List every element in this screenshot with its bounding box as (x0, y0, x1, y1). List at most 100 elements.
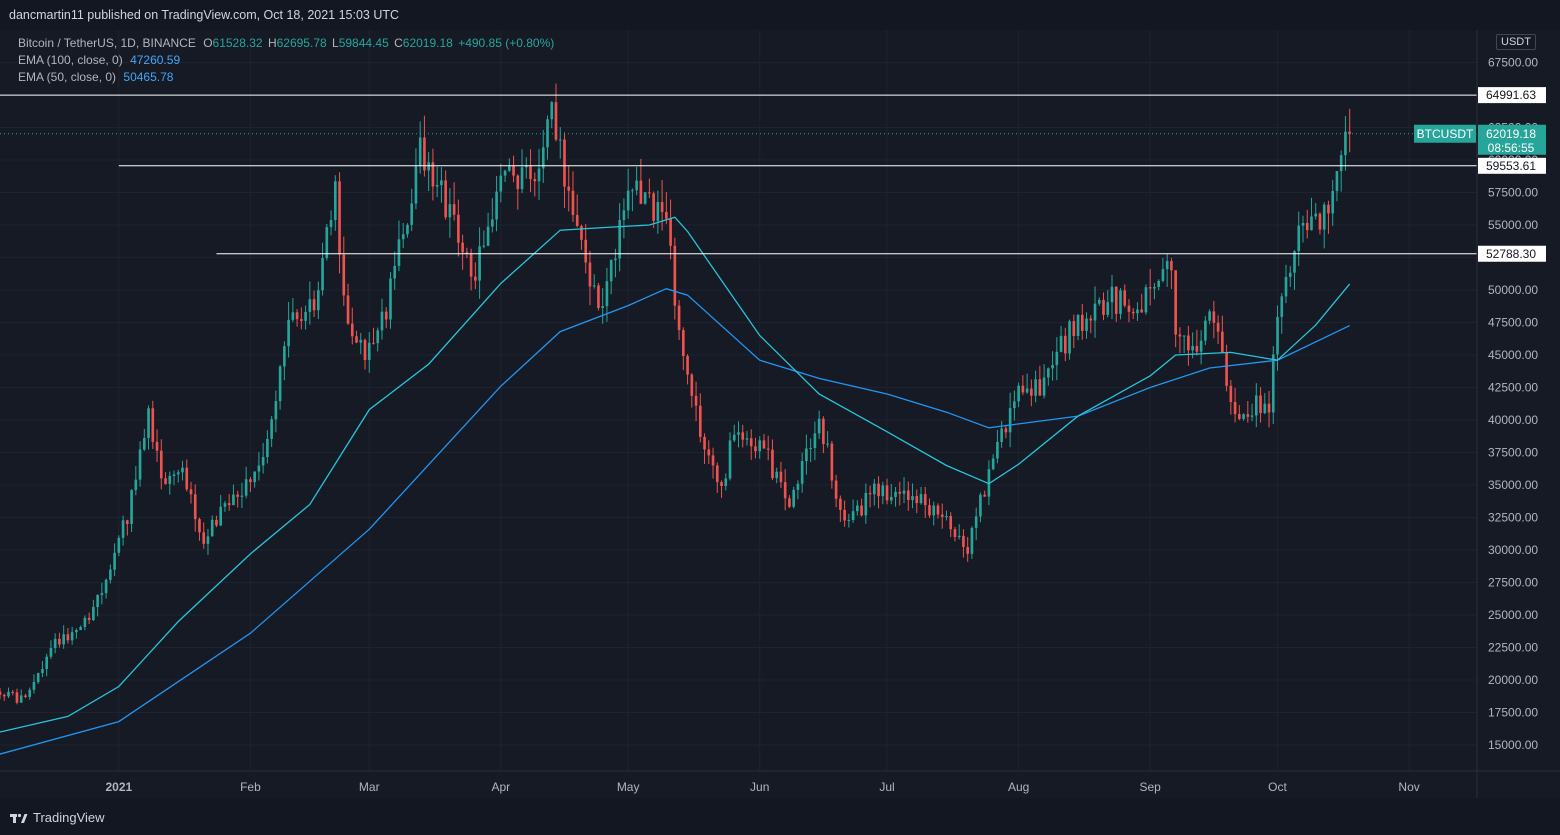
candle (117, 535, 121, 557)
candle-body (138, 449, 142, 480)
ema100-label[interactable]: EMA (100, close, 0) (18, 53, 123, 67)
candle (389, 272, 392, 329)
candle (1288, 266, 1292, 287)
candle-body (1063, 335, 1067, 354)
ema50-label[interactable]: EMA (50, close, 0) (18, 70, 117, 84)
candle (346, 283, 350, 325)
candle (444, 170, 447, 220)
candle-body (261, 457, 265, 466)
candle (1327, 200, 1330, 234)
y-tick-label: 50000.00 (1488, 283, 1538, 297)
symbol-name[interactable]: Bitcoin / TetherUS, 1D, BINANCE (18, 36, 196, 50)
candle-body (605, 281, 609, 307)
legend-ema100-row: EMA (100, close, 0) 47260.59 (18, 52, 554, 69)
candle-body (788, 498, 791, 507)
candle (363, 338, 367, 370)
candle-body (775, 471, 779, 479)
candle (1136, 302, 1139, 321)
candle-body (1089, 318, 1093, 321)
candle (1110, 274, 1114, 320)
candle-body (219, 506, 223, 526)
x-tick-label: 2021 (105, 780, 132, 794)
candle (0, 688, 2, 700)
candle (372, 327, 375, 345)
open-label: O (203, 36, 213, 50)
candle-body (826, 443, 829, 445)
candle-body (142, 438, 146, 450)
candle (851, 499, 855, 523)
tradingview-brand[interactable]: TradingView (10, 810, 105, 825)
candle (1310, 197, 1313, 231)
candle (839, 495, 842, 522)
candle (1144, 284, 1148, 315)
level-badge (1478, 87, 1546, 104)
candle-body (851, 511, 855, 520)
candle (393, 251, 397, 290)
price-chart[interactable]: 15000.00 17500.00 20000.00 22500.00 25000.00… (0, 30, 1560, 798)
candle (172, 470, 176, 486)
candle (159, 439, 163, 490)
candle-body (554, 102, 558, 140)
candle (41, 661, 44, 678)
candle-body (728, 440, 732, 479)
candle (249, 476, 252, 493)
candle (499, 163, 503, 203)
currency-badge[interactable]: USDT (1496, 34, 1536, 50)
candle (983, 490, 986, 497)
candle-body (1051, 365, 1054, 369)
y-tick-label: 25000.00 (1488, 608, 1538, 622)
candle-body (1250, 415, 1254, 417)
candle (1080, 304, 1084, 340)
candle (312, 290, 316, 318)
level-label: 64991.63 (1486, 88, 1536, 102)
candle-body (1017, 385, 1020, 402)
candle-body (940, 514, 944, 517)
candle (550, 101, 554, 129)
candle-body (342, 254, 346, 296)
candle (779, 461, 783, 488)
candle (805, 434, 808, 475)
chart-area[interactable]: 15000.00 17500.00 20000.00 22500.00 25000.00… (0, 30, 1560, 798)
candle (648, 178, 651, 199)
candle (1174, 270, 1177, 348)
candle-body (766, 448, 770, 450)
candle-body (1178, 334, 1182, 337)
candle (563, 132, 566, 208)
candle (36, 672, 40, 684)
candle-body (1293, 251, 1296, 273)
candle (300, 307, 303, 330)
footer: TradingView (0, 800, 1560, 835)
candle (1216, 315, 1220, 344)
candle-body (389, 278, 392, 320)
candle-body (1191, 345, 1194, 351)
candle (945, 510, 948, 521)
candle (766, 435, 770, 461)
candle-body (1318, 213, 1322, 230)
candle (686, 354, 689, 385)
candle-body (987, 469, 991, 497)
candle-body (601, 306, 604, 308)
candle-body (877, 483, 880, 497)
candle (970, 526, 974, 559)
candle (257, 452, 261, 481)
candle-body (1047, 368, 1050, 378)
candle-body (19, 695, 23, 703)
candle (783, 469, 787, 511)
candle (826, 431, 829, 448)
candle-body (202, 532, 206, 544)
candle (745, 430, 749, 446)
candle-body (329, 220, 333, 228)
candle-body (380, 311, 384, 331)
candle-body (652, 193, 655, 221)
candle-body (11, 691, 15, 693)
candle-body (1068, 321, 1071, 354)
close-value: 62019.18 (402, 36, 453, 50)
candle-body (1271, 354, 1275, 413)
candle (240, 482, 244, 509)
candle-body (1072, 321, 1076, 337)
candle (457, 199, 460, 257)
legend-ema50-row: EMA (50, close, 0) 50465.78 (18, 69, 554, 86)
candle-body (856, 505, 859, 512)
candle (469, 248, 473, 291)
candle (168, 471, 172, 495)
